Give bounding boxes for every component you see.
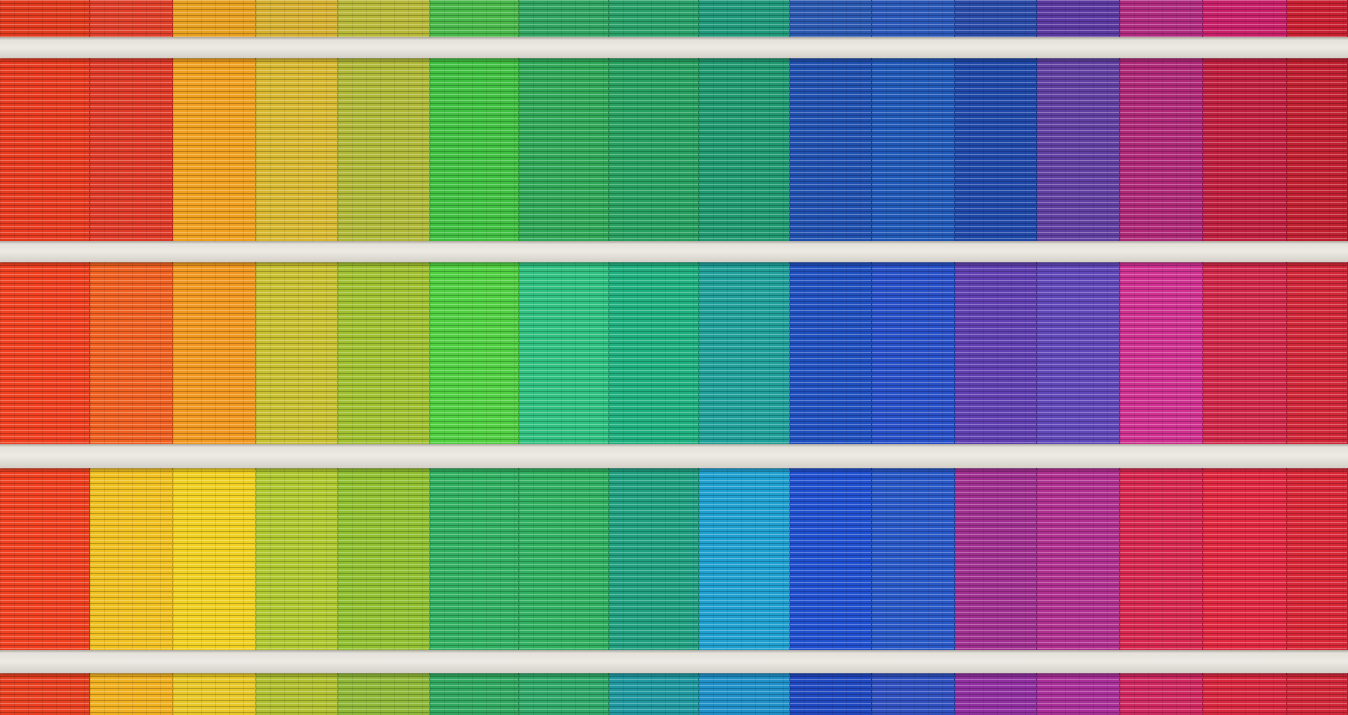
blind-panel (173, 468, 256, 650)
blind-panel (872, 58, 955, 241)
blind-panel (609, 673, 699, 715)
blind-panel (519, 673, 609, 715)
blind-panel (430, 262, 519, 444)
blind-panel (173, 262, 256, 444)
blind-panel (0, 262, 90, 444)
blind-panel (1287, 58, 1348, 241)
floor-slab (0, 241, 1348, 262)
blind-panel (0, 0, 90, 37)
blind-panel (256, 0, 338, 37)
blind-panel (1287, 262, 1348, 444)
blind-panel (955, 468, 1037, 650)
blind-panel (872, 0, 955, 37)
blind-panel (338, 58, 430, 241)
blind-panel (173, 58, 256, 241)
blind-panel (955, 58, 1037, 241)
blind-panel (0, 673, 90, 715)
blind-panel (1203, 262, 1287, 444)
floor-slab (0, 650, 1348, 673)
blind-panel (790, 58, 872, 241)
blind-panel (430, 468, 519, 650)
blind-panel (790, 0, 872, 37)
blind-panel (872, 262, 955, 444)
blind-panel (519, 0, 609, 37)
floor-slab (0, 37, 1348, 58)
blind-panel (1120, 262, 1203, 444)
blind-panel (1037, 673, 1120, 715)
blind-panel (1037, 262, 1120, 444)
blind-panel (1120, 468, 1203, 650)
blind-panel (609, 262, 699, 444)
blind-panel (790, 673, 872, 715)
blind-panel (699, 468, 790, 650)
blind-panel (256, 262, 338, 444)
blind-panel (338, 0, 430, 37)
blind-panel (1287, 468, 1348, 650)
blind-panel (790, 262, 872, 444)
blind-panel (1287, 0, 1348, 37)
blind-panel (430, 673, 519, 715)
blind-panel (256, 468, 338, 650)
blind-panel (609, 0, 699, 37)
blind-panel (0, 58, 90, 241)
blind-panel (338, 468, 430, 650)
blind-panel (872, 468, 955, 650)
blind-panel (256, 673, 338, 715)
blind-panel (90, 468, 173, 650)
blind-panel (519, 58, 609, 241)
blind-panel (256, 58, 338, 241)
blind-panel (430, 0, 519, 37)
blind-panel (0, 468, 90, 650)
blind-panel (699, 673, 790, 715)
blind-panel (699, 0, 790, 37)
blind-panel (790, 468, 872, 650)
blind-panel (1203, 58, 1287, 241)
blind-panel (173, 673, 256, 715)
blind-panel (609, 58, 699, 241)
blind-panel (1037, 468, 1120, 650)
blind-panel (699, 262, 790, 444)
blind-panel (1037, 58, 1120, 241)
blind-panel (1120, 673, 1203, 715)
blind-panel (1037, 0, 1120, 37)
blind-panel (338, 673, 430, 715)
blind-panel (90, 58, 173, 241)
blind-panel (173, 0, 256, 37)
floor-slab (0, 444, 1348, 468)
blind-panel (1287, 673, 1348, 715)
blind-panel (872, 673, 955, 715)
blind-panel (338, 262, 430, 444)
blind-panel (1203, 468, 1287, 650)
blind-panel (519, 262, 609, 444)
blind-panel (90, 0, 173, 37)
blind-panel (1203, 0, 1287, 37)
blind-panel (519, 468, 609, 650)
blind-panel (1203, 673, 1287, 715)
blind-panel (1120, 0, 1203, 37)
blind-panel (955, 0, 1037, 37)
blind-panel (699, 58, 790, 241)
blind-panel (955, 673, 1037, 715)
blind-panel (430, 58, 519, 241)
blind-panel (90, 262, 173, 444)
blind-panel (90, 673, 173, 715)
blind-panel (955, 262, 1037, 444)
blind-panel (1120, 58, 1203, 241)
blind-panel (609, 468, 699, 650)
